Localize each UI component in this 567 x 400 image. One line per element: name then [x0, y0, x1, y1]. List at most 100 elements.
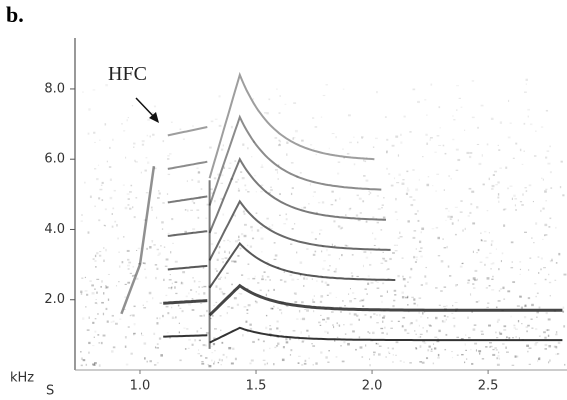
noise [536, 311, 539, 314]
noise [191, 178, 194, 182]
noise [170, 251, 172, 254]
noise [562, 310, 565, 313]
noise [335, 296, 337, 298]
noise [124, 345, 127, 348]
noise [93, 336, 95, 338]
noise [199, 315, 202, 317]
noise [249, 323, 252, 326]
noise [232, 347, 235, 350]
noise [127, 258, 130, 261]
noise [367, 275, 370, 278]
noise [406, 332, 410, 334]
noise [319, 229, 323, 231]
noise [202, 266, 205, 269]
noise [127, 326, 130, 328]
noise [124, 336, 127, 339]
noise [246, 312, 249, 314]
noise [127, 117, 129, 119]
noise [271, 308, 274, 310]
noise [228, 167, 231, 169]
noise [244, 184, 247, 187]
noise [245, 320, 248, 323]
noise [416, 259, 418, 261]
noise [153, 364, 157, 366]
noise [395, 341, 399, 344]
noise [372, 146, 375, 149]
noise [125, 156, 127, 159]
noise [341, 360, 345, 363]
noise [125, 363, 129, 366]
noise [252, 340, 255, 344]
noise [149, 360, 152, 363]
noise [445, 305, 448, 307]
panel-label: b. [6, 2, 24, 27]
noise [370, 282, 374, 284]
noise [320, 295, 324, 298]
noise [104, 287, 108, 289]
noise [165, 258, 169, 261]
noise [163, 246, 166, 248]
noise [499, 332, 503, 335]
noise [519, 295, 522, 298]
noise [426, 142, 429, 145]
noise [191, 298, 194, 300]
noise [448, 175, 451, 178]
noise [324, 281, 328, 284]
noise [497, 181, 500, 184]
noise [380, 229, 383, 231]
noise [328, 350, 330, 352]
noise [144, 169, 147, 172]
spectrogram [80, 71, 567, 368]
noise [406, 170, 409, 173]
noise [346, 152, 350, 155]
noise [303, 277, 305, 280]
noise [111, 314, 114, 317]
noise [349, 323, 353, 326]
y-axis-label: kHz [10, 371, 34, 386]
noise [527, 350, 529, 353]
noise [129, 272, 133, 275]
noise [409, 276, 412, 279]
noise [499, 167, 502, 169]
noise [111, 225, 114, 228]
noise [151, 239, 154, 242]
noise [362, 264, 365, 268]
noise [152, 133, 155, 136]
noise [233, 260, 237, 263]
noise [213, 177, 217, 180]
noise [519, 295, 522, 298]
noise [468, 187, 472, 190]
noise [348, 312, 351, 315]
noise [219, 315, 222, 317]
noise [312, 301, 316, 303]
noise [283, 271, 285, 273]
noise [338, 257, 340, 260]
noise [347, 293, 350, 295]
noise [225, 356, 228, 359]
noise [466, 281, 470, 284]
noise [448, 210, 450, 212]
noise [92, 89, 96, 91]
noise [156, 216, 158, 219]
noise [294, 301, 298, 304]
noise [186, 180, 188, 183]
noise [196, 209, 200, 211]
noise [544, 343, 548, 347]
noise [340, 226, 344, 229]
noise [467, 214, 470, 217]
y-tick-label: 6.0 [44, 152, 65, 167]
noise [278, 112, 281, 114]
noise [279, 193, 281, 196]
noise [379, 313, 381, 317]
noise [130, 352, 133, 355]
noise [392, 361, 394, 363]
noise [355, 214, 359, 217]
noise [262, 340, 265, 343]
noise [265, 314, 268, 317]
noise [498, 357, 501, 360]
noise [103, 259, 105, 263]
noise [308, 203, 310, 205]
noise [249, 327, 253, 330]
noise [524, 231, 527, 233]
noise [184, 348, 187, 350]
